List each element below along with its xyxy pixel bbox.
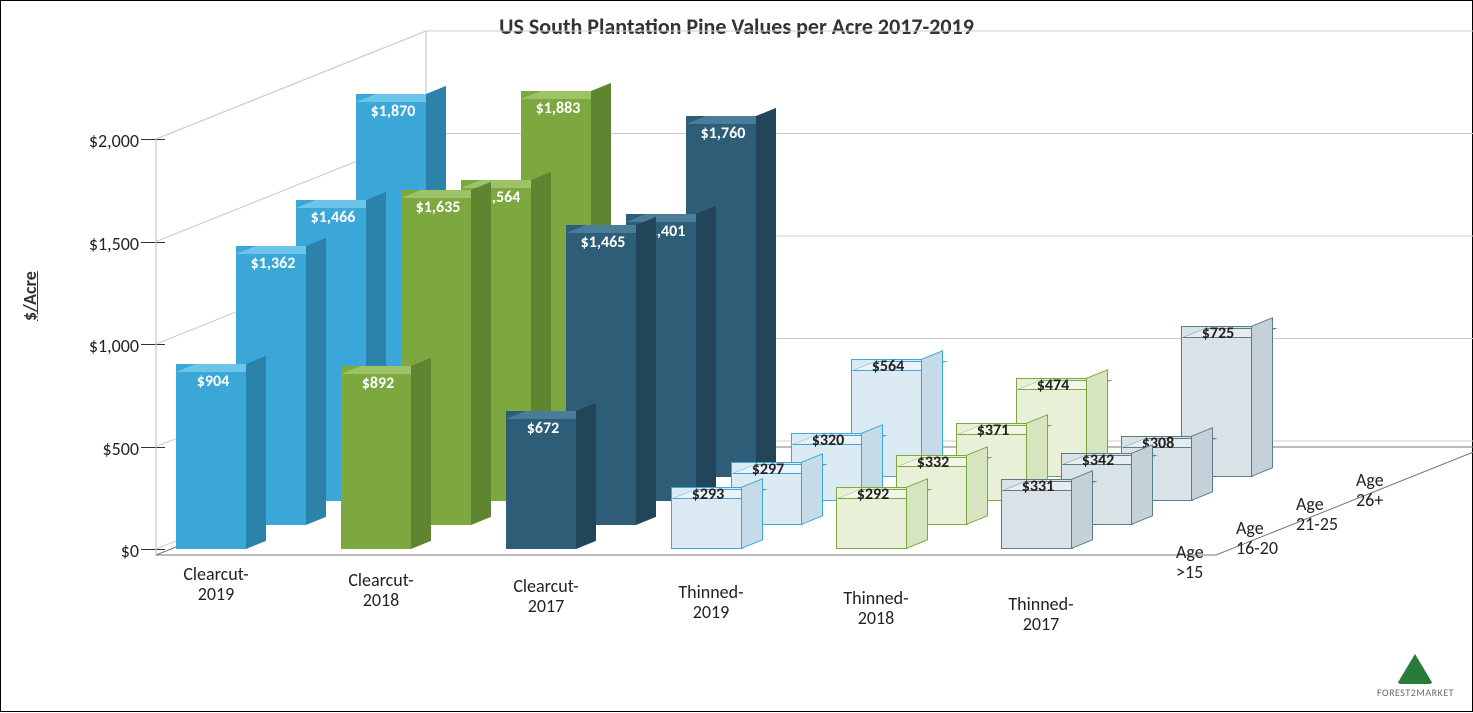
value-label: $564 — [849, 357, 927, 376]
x-category-label: Clearcut-2018 — [316, 571, 446, 611]
depth-category-label: Age26+ — [1356, 471, 1384, 511]
value-label: $371 — [954, 421, 1032, 440]
value-label: $672 — [504, 419, 582, 438]
value-label: $904 — [174, 372, 252, 391]
x-category-label: Thinned-2017 — [976, 595, 1106, 635]
value-label: $1,362 — [234, 254, 312, 273]
brand-logo: FOREST2MARKET — [1377, 654, 1454, 699]
value-label: $1,466 — [294, 208, 372, 227]
depth-category-label: Age16-20 — [1236, 519, 1278, 559]
depth-category-label: Age21-25 — [1296, 495, 1338, 535]
x-category-label: Clearcut-2019 — [151, 565, 281, 605]
value-label: $293 — [669, 485, 747, 504]
depth-category-label: Age>15 — [1176, 543, 1204, 583]
value-label: $1,760 — [684, 124, 762, 143]
value-label: $1,635 — [399, 198, 477, 217]
value-label: $474 — [1014, 376, 1092, 395]
value-label: $1,465 — [564, 233, 642, 252]
bar — [341, 366, 431, 557]
value-label: $1,870 — [354, 102, 432, 121]
bar — [176, 364, 266, 557]
value-label: $297 — [729, 460, 807, 479]
chart-container: US South Plantation Pine Values per Acre… — [0, 0, 1473, 712]
x-category-label: Clearcut-2017 — [481, 577, 611, 617]
tree-icon — [1397, 654, 1433, 684]
value-label: $292 — [834, 485, 912, 504]
value-label: $342 — [1059, 451, 1137, 470]
x-category-label: Thinned-2018 — [811, 589, 941, 629]
value-label: $332 — [894, 453, 972, 472]
brand-text: FOREST2MARKET — [1377, 686, 1454, 699]
x-category-label: Thinned-2019 — [646, 583, 776, 623]
value-label: $725 — [1179, 324, 1257, 343]
value-label: $331 — [999, 477, 1077, 496]
value-label: $1,883 — [519, 99, 597, 118]
value-label: $892 — [339, 374, 417, 393]
value-label: $320 — [789, 431, 867, 450]
